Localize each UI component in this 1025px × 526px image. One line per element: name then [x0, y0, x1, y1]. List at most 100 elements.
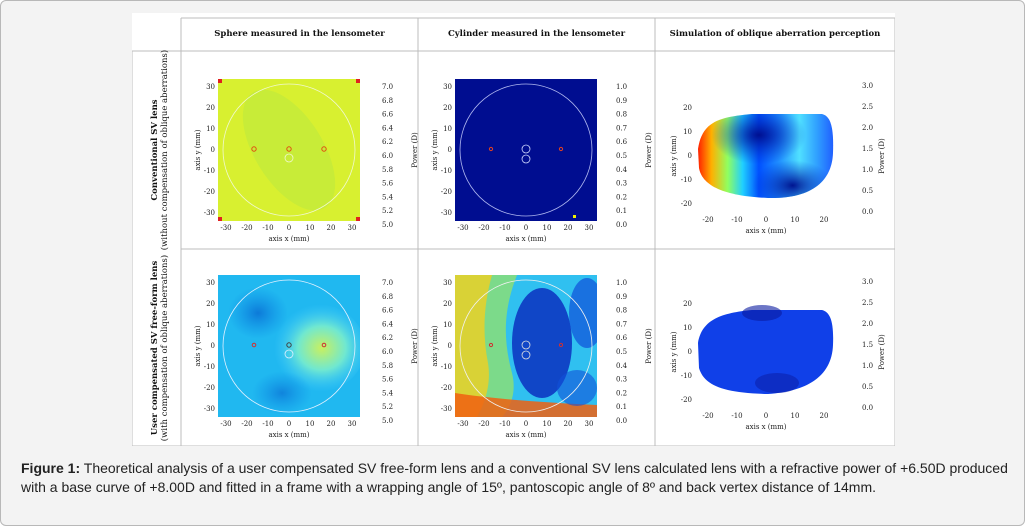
sim-bottom-scale-tick: 0.0: [862, 404, 873, 412]
sphere-bottom-scale-tick: 5.4: [382, 389, 394, 397]
sphere-top-y-tick: 10: [206, 125, 215, 133]
cyl-bottom-scale-tick: 0.9: [616, 293, 627, 301]
caption-label: Figure 1:: [21, 460, 81, 476]
cyl-top-scale-tick: 0.9: [616, 97, 627, 105]
sphere-bottom-y-tick: -30: [204, 405, 215, 413]
cyl-bottom-y-tick: 10: [443, 321, 452, 329]
cyl-top-x-label: axis x (mm): [505, 235, 546, 243]
cyl-top-x-tick: -10: [499, 224, 510, 232]
sim-bottom-scale-tick: 2.0: [862, 320, 873, 328]
column-header-sphere: Sphere measured in the lensometer: [214, 29, 385, 39]
cyl-top-scale-tick: 0.4: [616, 166, 628, 174]
cyl-bottom-x-tick: 30: [585, 420, 594, 428]
cyl-top-scale-tick: 0.0: [616, 221, 627, 229]
sim-top-scale-tick: 2.0: [862, 124, 873, 132]
sphere-bottom-scale-tick: 5.8: [382, 362, 393, 370]
sphere-top-x-tick: 20: [327, 224, 336, 232]
row-subtitle-conventional: (without compensation of oblique aberrat…: [160, 49, 170, 251]
cyl-top-x-tick: -30: [457, 224, 468, 232]
sim-bottom-scale-tick: 0.5: [862, 383, 873, 391]
cyl-top-y-tick: -30: [441, 209, 452, 217]
cyl-top-scale-tick: 1.0: [616, 83, 627, 91]
cyl-bottom-scale-tick: 0.7: [616, 320, 627, 328]
cyl-bottom-x-tick: -30: [457, 420, 468, 428]
cyl-top-scale-tick: 0.7: [616, 124, 627, 132]
sim-top-y-tick: -10: [681, 176, 692, 184]
cyl-bottom-scale-tick: 1.0: [616, 279, 627, 287]
sphere-bottom-x-tick: 10: [306, 420, 315, 428]
cyl-top-y-tick: 20: [443, 104, 452, 112]
sphere-bottom-scale-tick: 6.2: [382, 334, 393, 342]
sphere-top-y-tick: 20: [206, 104, 215, 112]
cyl-bottom-x-tick: 20: [564, 420, 573, 428]
sim-bottom-x-tick: 10: [791, 412, 800, 420]
sphere-top-y-tick: -10: [204, 167, 215, 175]
cyl-bottom-x-label: axis x (mm): [505, 431, 546, 439]
sim-top-y-tick: 10: [683, 128, 692, 136]
sim-bottom-y-label: axis y (mm): [670, 331, 678, 372]
sphere-bottom-y-tick: 0: [211, 342, 215, 350]
cyl-bottom-y-label: axis y (mm): [431, 325, 439, 366]
cyl-top-y-tick: -20: [441, 188, 452, 196]
row-title-freeform: User compensated SV free-form lens: [150, 260, 160, 436]
caption-text: Theoretical analysis of a user compensat…: [21, 460, 1008, 495]
sphere-top-x-tick: 0: [287, 224, 291, 232]
sphere-bottom-scale-tick: 6.0: [382, 348, 393, 356]
sphere-top-scale-tick: 6.0: [382, 152, 393, 160]
cyl-top-x-tick: 20: [564, 224, 573, 232]
sim-top-y-tick: 0: [688, 152, 692, 160]
cyl-bottom-scale-tick: 0.6: [616, 334, 628, 342]
sim-top-x-tick: 10: [791, 216, 800, 224]
sim-top-scale-tick: 1.5: [862, 145, 873, 153]
sphere-bottom-y-tick: 30: [206, 279, 215, 287]
figure-svg: -30 -20 -10 0 10 20 30 30 20 10 0 -10 -20 -30 axis x (…: [132, 17, 895, 446]
cyl-top-y-tick: -10: [441, 167, 452, 175]
cyl-top-scale-tick: 0.2: [616, 193, 627, 201]
sphere-bottom-x-tick: 20: [327, 420, 336, 428]
sphere-bottom-y-tick: -10: [204, 363, 215, 371]
sphere-top-scale-tick: 6.6: [382, 111, 394, 119]
sim-top-x-label: axis x (mm): [745, 227, 786, 235]
simulation-map-conventional: [698, 114, 834, 199]
sim-bottom-y-tick: 10: [683, 324, 692, 332]
cyl-bottom-scale-tick: 0.2: [616, 389, 627, 397]
cylinder-map-conventional: [455, 79, 597, 221]
cyl-top-power-label: Power (D): [645, 132, 653, 168]
sim-top-x-tick: 20: [820, 216, 829, 224]
sphere-top-y-tick: -30: [204, 209, 215, 217]
sphere-top-x-tick: -20: [241, 224, 252, 232]
sphere-top-y-tick: 0: [211, 146, 215, 154]
cyl-top-scale-tick: 0.6: [616, 138, 628, 146]
cyl-bottom-x-tick: -20: [478, 420, 489, 428]
sphere-bottom-scale-tick: 7.0: [382, 279, 393, 287]
cylinder-map-freeform: [455, 275, 597, 417]
cyl-top-scale-tick: 0.5: [616, 152, 627, 160]
sphere-top-scale-tick: 5.2: [382, 207, 393, 215]
sim-top-y-tick: -20: [681, 200, 692, 208]
cyl-top-x-tick: 0: [524, 224, 528, 232]
sphere-top-scale-tick: 7.0: [382, 83, 393, 91]
cyl-top-y-tick: 10: [443, 125, 452, 133]
figure-caption: Figure 1: Theoretical analysis of a user…: [21, 459, 1011, 496]
row-title-conventional: Conventional SV lens: [150, 99, 160, 201]
axis-ticks: -30 -20 -10 0 10 20 30 30 20 10 0 -10 -20 -30 axis x (…: [194, 82, 886, 439]
sphere-bottom-y-tick: 10: [206, 321, 215, 329]
figure-grid: -30 -20 -10 0 10 20 30 30 20 10 0 -10 -20 -30 axis x (…: [132, 13, 895, 446]
sphere-top-x-tick: 10: [306, 224, 315, 232]
cyl-top-y-label: axis y (mm): [431, 129, 439, 170]
sphere-top-y-tick: 30: [206, 83, 215, 91]
sphere-bottom-scale-tick: 6.4: [382, 320, 394, 328]
cyl-bottom-power-label: Power (D): [645, 328, 653, 364]
cyl-top-y-tick: 30: [443, 83, 452, 91]
sphere-top-x-tick: -10: [262, 224, 273, 232]
sim-top-scale-tick: 1.0: [862, 166, 873, 174]
sphere-bottom-scale-tick: 6.6: [382, 307, 394, 315]
sphere-top-y-label: axis y (mm): [194, 129, 202, 170]
cyl-bottom-scale-tick: 0.4: [616, 362, 628, 370]
sphere-top-x-tick: -30: [220, 224, 231, 232]
cyl-bottom-y-tick: 0: [448, 342, 452, 350]
cyl-bottom-scale-tick: 0.0: [616, 417, 627, 425]
sphere-top-scale-tick: 5.6: [382, 180, 394, 188]
row-label-freeform: User compensated SV free-form lens (with…: [150, 255, 170, 441]
sphere-top-scale-tick: 6.2: [382, 138, 393, 146]
